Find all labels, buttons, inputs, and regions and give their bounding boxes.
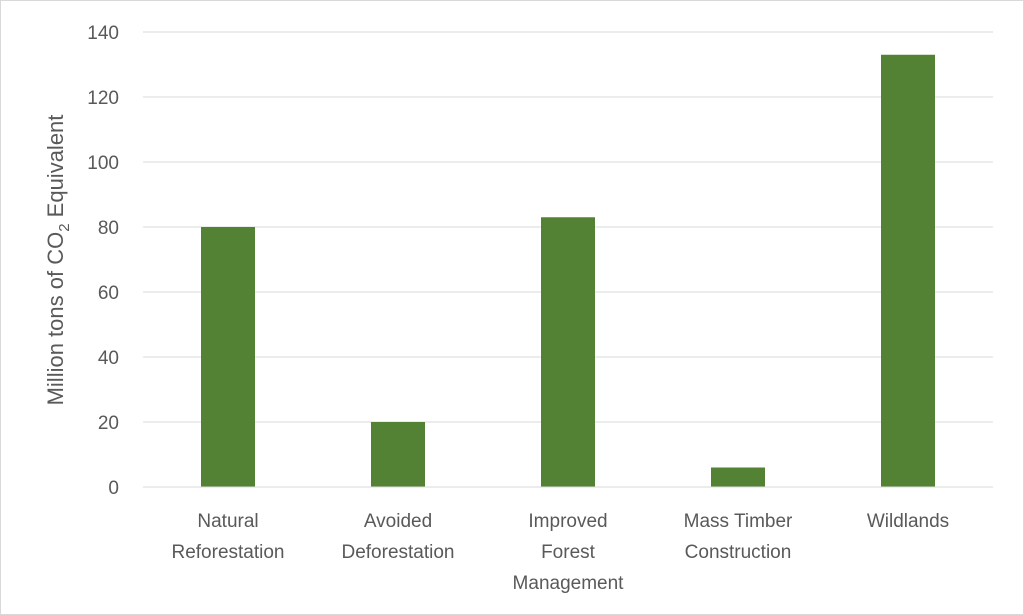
bars bbox=[201, 54, 935, 487]
y-axis-title-subscript: 2 bbox=[56, 223, 73, 231]
y-tick-label: 100 bbox=[87, 153, 119, 174]
y-axis-title-main: Million tons of CO bbox=[43, 232, 68, 406]
bar bbox=[201, 227, 255, 487]
x-category-label: Improved Forest Management bbox=[513, 511, 625, 594]
bar bbox=[711, 467, 765, 487]
y-tick-label: 120 bbox=[87, 88, 119, 109]
y-axis-ticks: 0 20 40 60 80 100 120 140 bbox=[87, 23, 119, 499]
bar bbox=[371, 422, 425, 487]
y-tick-label: 80 bbox=[98, 218, 119, 239]
x-category-label: Avoided Deforestation bbox=[341, 511, 454, 563]
y-tick-label: 40 bbox=[98, 348, 119, 369]
y-axis-title-suffix: Equivalent bbox=[43, 115, 68, 224]
y-tick-label: 140 bbox=[87, 23, 119, 44]
x-category-label: Mass Timber Construction bbox=[684, 511, 793, 563]
y-tick-label: 20 bbox=[98, 413, 119, 434]
bar bbox=[881, 54, 935, 487]
y-axis-title: Million tons of CO2 Equivalent bbox=[43, 115, 73, 406]
x-category-label: Wildlands bbox=[867, 511, 949, 532]
y-tick-label: 0 bbox=[108, 478, 119, 499]
bar bbox=[541, 217, 595, 487]
x-category-label: Natural Reforestation bbox=[171, 511, 284, 563]
x-axis-labels: Natural Reforestation Avoided Deforestation… bbox=[171, 511, 949, 594]
y-tick-label: 60 bbox=[98, 283, 119, 304]
